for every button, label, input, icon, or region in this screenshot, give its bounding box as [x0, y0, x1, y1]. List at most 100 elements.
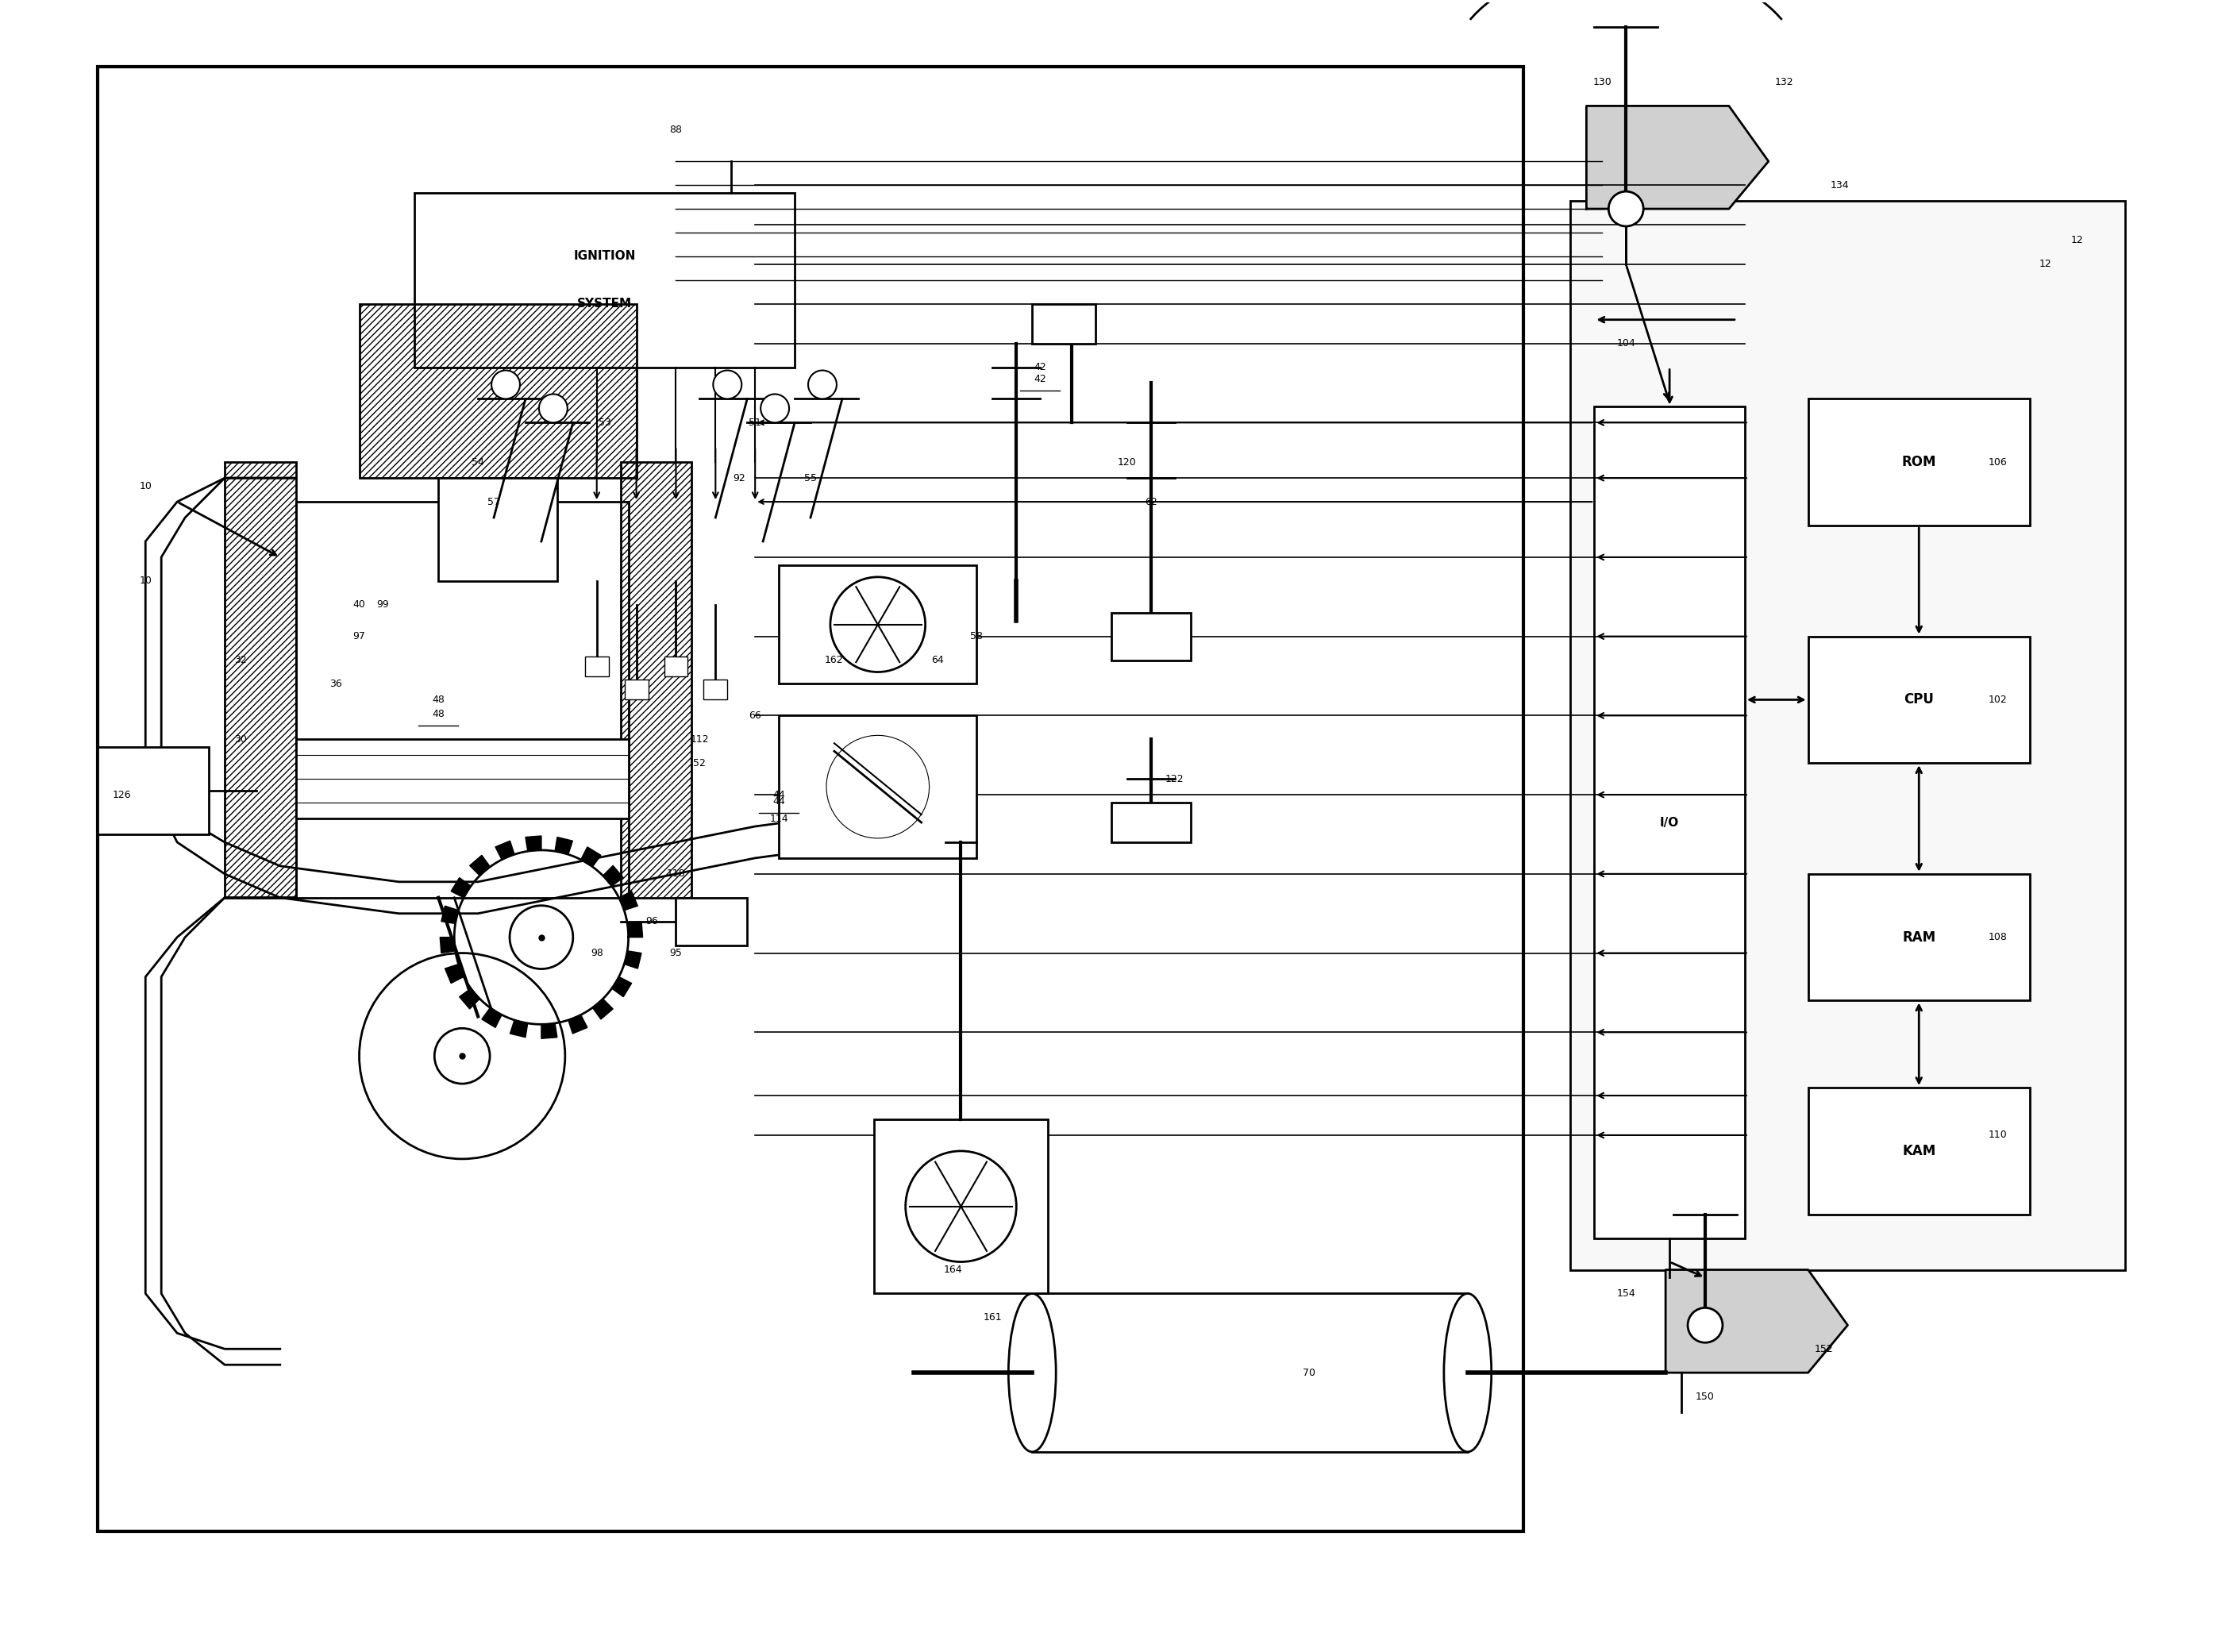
Polygon shape — [446, 965, 464, 983]
Text: 132: 132 — [1774, 78, 1794, 88]
Text: 108: 108 — [1990, 932, 2007, 942]
Text: 40: 40 — [353, 600, 366, 610]
Text: 53: 53 — [599, 418, 610, 428]
Polygon shape — [1586, 106, 1768, 208]
Bar — [1031, 304, 1096, 344]
Text: 150: 150 — [1697, 1391, 1715, 1401]
Bar — [1570, 202, 2125, 1270]
Text: 51: 51 — [750, 418, 761, 428]
Text: 44: 44 — [772, 796, 785, 806]
Polygon shape — [581, 847, 601, 867]
Text: 97: 97 — [353, 631, 366, 641]
Bar — [415, 193, 794, 367]
Text: 30: 30 — [235, 733, 246, 745]
Text: 44: 44 — [772, 790, 785, 800]
Text: 48: 48 — [433, 709, 446, 719]
Bar — [1808, 636, 2029, 763]
Text: 152: 152 — [1814, 1343, 1834, 1355]
Text: 118: 118 — [665, 869, 685, 879]
Text: 48: 48 — [433, 694, 446, 705]
Polygon shape — [619, 890, 639, 910]
Text: 162: 162 — [825, 654, 843, 666]
Polygon shape — [450, 877, 470, 897]
Bar — [1111, 803, 1191, 843]
Text: 106: 106 — [1990, 458, 2007, 468]
Text: 57: 57 — [488, 497, 501, 507]
Text: 164: 164 — [943, 1264, 963, 1275]
Text: 58: 58 — [971, 631, 983, 641]
Polygon shape — [568, 1014, 588, 1034]
Text: 96: 96 — [645, 917, 659, 927]
Polygon shape — [541, 1023, 557, 1039]
Polygon shape — [1666, 1270, 1848, 1373]
Text: 66: 66 — [750, 710, 761, 720]
Bar — [779, 715, 976, 857]
Text: RAM: RAM — [1903, 930, 1936, 945]
Text: 122: 122 — [1164, 773, 1184, 785]
Bar — [1111, 613, 1191, 661]
Text: 88: 88 — [670, 124, 683, 135]
Bar — [224, 463, 295, 897]
Text: 32: 32 — [235, 654, 246, 666]
Text: 112: 112 — [690, 733, 710, 745]
Bar — [676, 897, 747, 945]
Bar — [874, 1120, 1049, 1294]
Text: 102: 102 — [1990, 694, 2007, 705]
Polygon shape — [510, 1019, 528, 1037]
Text: CPU: CPU — [1903, 692, 1934, 707]
Text: I/O: I/O — [1659, 816, 1679, 828]
Circle shape — [539, 395, 568, 423]
Polygon shape — [459, 988, 479, 1009]
Polygon shape — [481, 1008, 501, 1028]
Text: KAM: KAM — [1903, 1143, 1936, 1158]
Text: 134: 134 — [1830, 180, 1850, 190]
Text: ROM: ROM — [1901, 454, 1936, 469]
Polygon shape — [628, 922, 643, 937]
Text: 10: 10 — [140, 577, 151, 586]
Text: 55: 55 — [805, 472, 816, 482]
Text: 154: 154 — [1617, 1289, 1635, 1298]
Text: 62: 62 — [1144, 497, 1158, 507]
Bar — [359, 304, 637, 477]
Text: 126: 126 — [113, 790, 131, 800]
Text: 12: 12 — [2038, 259, 2052, 269]
Bar — [295, 502, 628, 897]
Text: 42: 42 — [1034, 373, 1047, 385]
Ellipse shape — [1009, 1294, 1056, 1452]
Text: 98: 98 — [590, 948, 603, 958]
Polygon shape — [554, 838, 572, 854]
Text: 92: 92 — [732, 472, 745, 482]
Bar — [663, 656, 688, 676]
Text: 12: 12 — [2072, 235, 2083, 246]
Bar — [98, 66, 1524, 1531]
Bar — [1808, 874, 2029, 1001]
Text: SYSTEM: SYSTEM — [577, 297, 632, 311]
Bar — [621, 463, 692, 897]
Text: IGNITION: IGNITION — [574, 251, 637, 263]
Circle shape — [510, 905, 572, 970]
Text: 42: 42 — [1034, 362, 1047, 372]
Circle shape — [761, 395, 790, 423]
Circle shape — [1688, 1308, 1723, 1343]
Text: 120: 120 — [1118, 458, 1136, 468]
Text: 70: 70 — [1302, 1368, 1315, 1378]
Bar — [98, 747, 208, 834]
Bar — [779, 565, 976, 684]
Text: 52: 52 — [694, 758, 705, 768]
Polygon shape — [592, 999, 612, 1019]
Text: 36: 36 — [328, 679, 342, 689]
Text: 99: 99 — [377, 600, 388, 610]
Circle shape — [714, 370, 741, 398]
Polygon shape — [439, 937, 455, 953]
Bar — [703, 681, 728, 700]
Polygon shape — [470, 856, 490, 876]
Text: 114: 114 — [770, 813, 787, 824]
Text: 64: 64 — [932, 654, 943, 666]
Polygon shape — [526, 836, 541, 851]
Ellipse shape — [1444, 1294, 1490, 1452]
Bar — [295, 740, 628, 818]
Text: 104: 104 — [1617, 339, 1635, 349]
Text: 54: 54 — [472, 458, 484, 468]
Polygon shape — [603, 866, 623, 885]
Text: 130: 130 — [1593, 78, 1612, 88]
